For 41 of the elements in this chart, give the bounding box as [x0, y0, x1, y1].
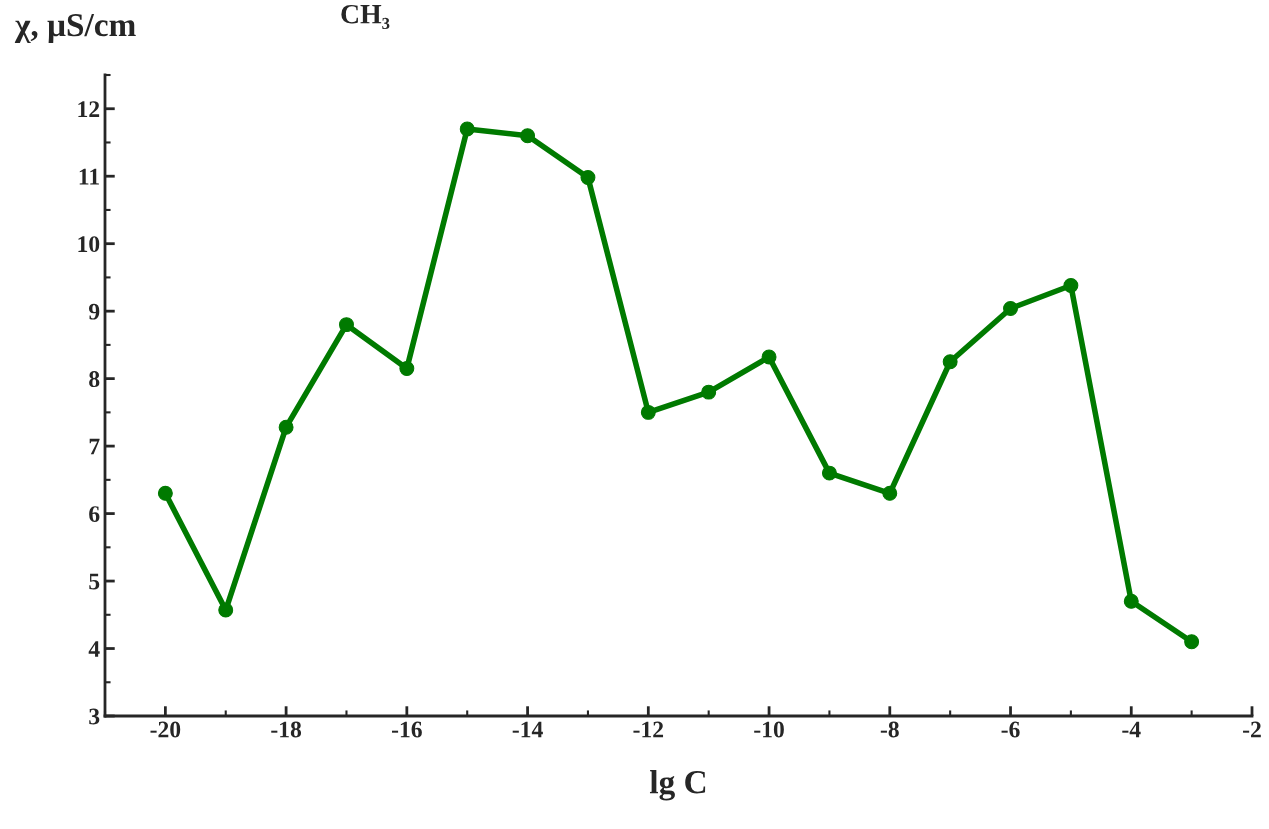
y-tick-label: 9 — [88, 303, 100, 320]
y-tick-label: 6 — [89, 506, 100, 522]
point — [459, 121, 475, 137]
y-tick-label: 10 — [78, 236, 100, 253]
point — [1184, 634, 1200, 650]
x-tick-label: -14 — [512, 721, 543, 738]
x-axis-title: lg C — [649, 770, 706, 801]
x-tick-label: -20 — [150, 721, 181, 738]
x-tick-label: -8 — [880, 721, 899, 738]
point — [1003, 300, 1018, 316]
y-tick-label: 4 — [88, 641, 100, 657]
point — [339, 317, 354, 333]
point — [761, 349, 777, 365]
point — [580, 170, 596, 186]
y-tick-label: 7 — [89, 438, 100, 455]
x-tick-label: -2 — [1243, 721, 1261, 738]
point — [399, 361, 415, 376]
point — [157, 485, 173, 501]
chart-title: CH₃ — [341, 4, 390, 30]
y-tick-label: 8 — [89, 371, 100, 388]
y-tick-label: 3 — [89, 708, 100, 725]
point — [1123, 593, 1139, 609]
point — [942, 354, 958, 370]
point — [821, 465, 837, 481]
point — [218, 602, 234, 618]
x-tick-label: -18 — [271, 721, 302, 738]
point — [1063, 278, 1079, 293]
point — [882, 485, 898, 501]
x-tick-label: -10 — [754, 721, 784, 738]
x-tick-label: -16 — [391, 721, 422, 738]
y-axis-title: χ, μS/cm — [14, 13, 136, 44]
x-tick-label: -6 — [1001, 721, 1020, 738]
point — [701, 384, 717, 400]
x-tick-label: -4 — [1122, 721, 1141, 738]
point — [520, 128, 536, 144]
point — [640, 404, 656, 420]
y-tick-label: 11 — [79, 168, 99, 185]
y-tick-label: 5 — [89, 573, 100, 590]
y-tick-label: 12 — [78, 101, 100, 117]
x-tick-label: -12 — [633, 721, 664, 738]
point — [278, 419, 294, 435]
